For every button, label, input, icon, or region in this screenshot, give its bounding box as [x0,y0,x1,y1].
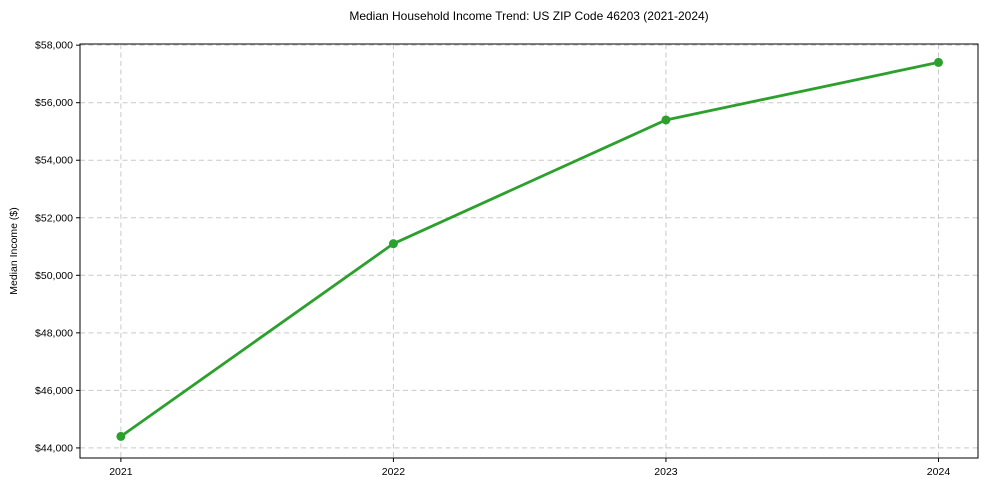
x-tick-label: 2022 [382,466,406,478]
y-tick-label: $50,000 [35,270,73,282]
data-point-2023 [661,115,671,125]
y-tick-label: $44,000 [35,442,73,454]
plot-border [79,43,979,459]
trend-line [119,61,940,438]
chart-title: Median Household Income Trend: US ZIP Co… [349,9,709,23]
y-tick-label: $54,000 [35,155,73,167]
x-tick-label: 2024 [927,466,951,478]
x-tick-label: 2021 [109,466,133,478]
y-tick-label: $48,000 [35,327,73,339]
y-axis-label: Median Income ($) [8,207,20,295]
data-point-2021 [116,431,126,441]
y-tick-label: $58,000 [35,40,73,52]
y-tick-label: $56,000 [35,97,73,109]
data-point-2024 [933,57,943,67]
data-point-2022 [388,239,398,249]
x-tick-label: 2023 [654,466,678,478]
y-tick-label: $46,000 [35,385,73,397]
y-tick-label: $52,000 [35,212,73,224]
